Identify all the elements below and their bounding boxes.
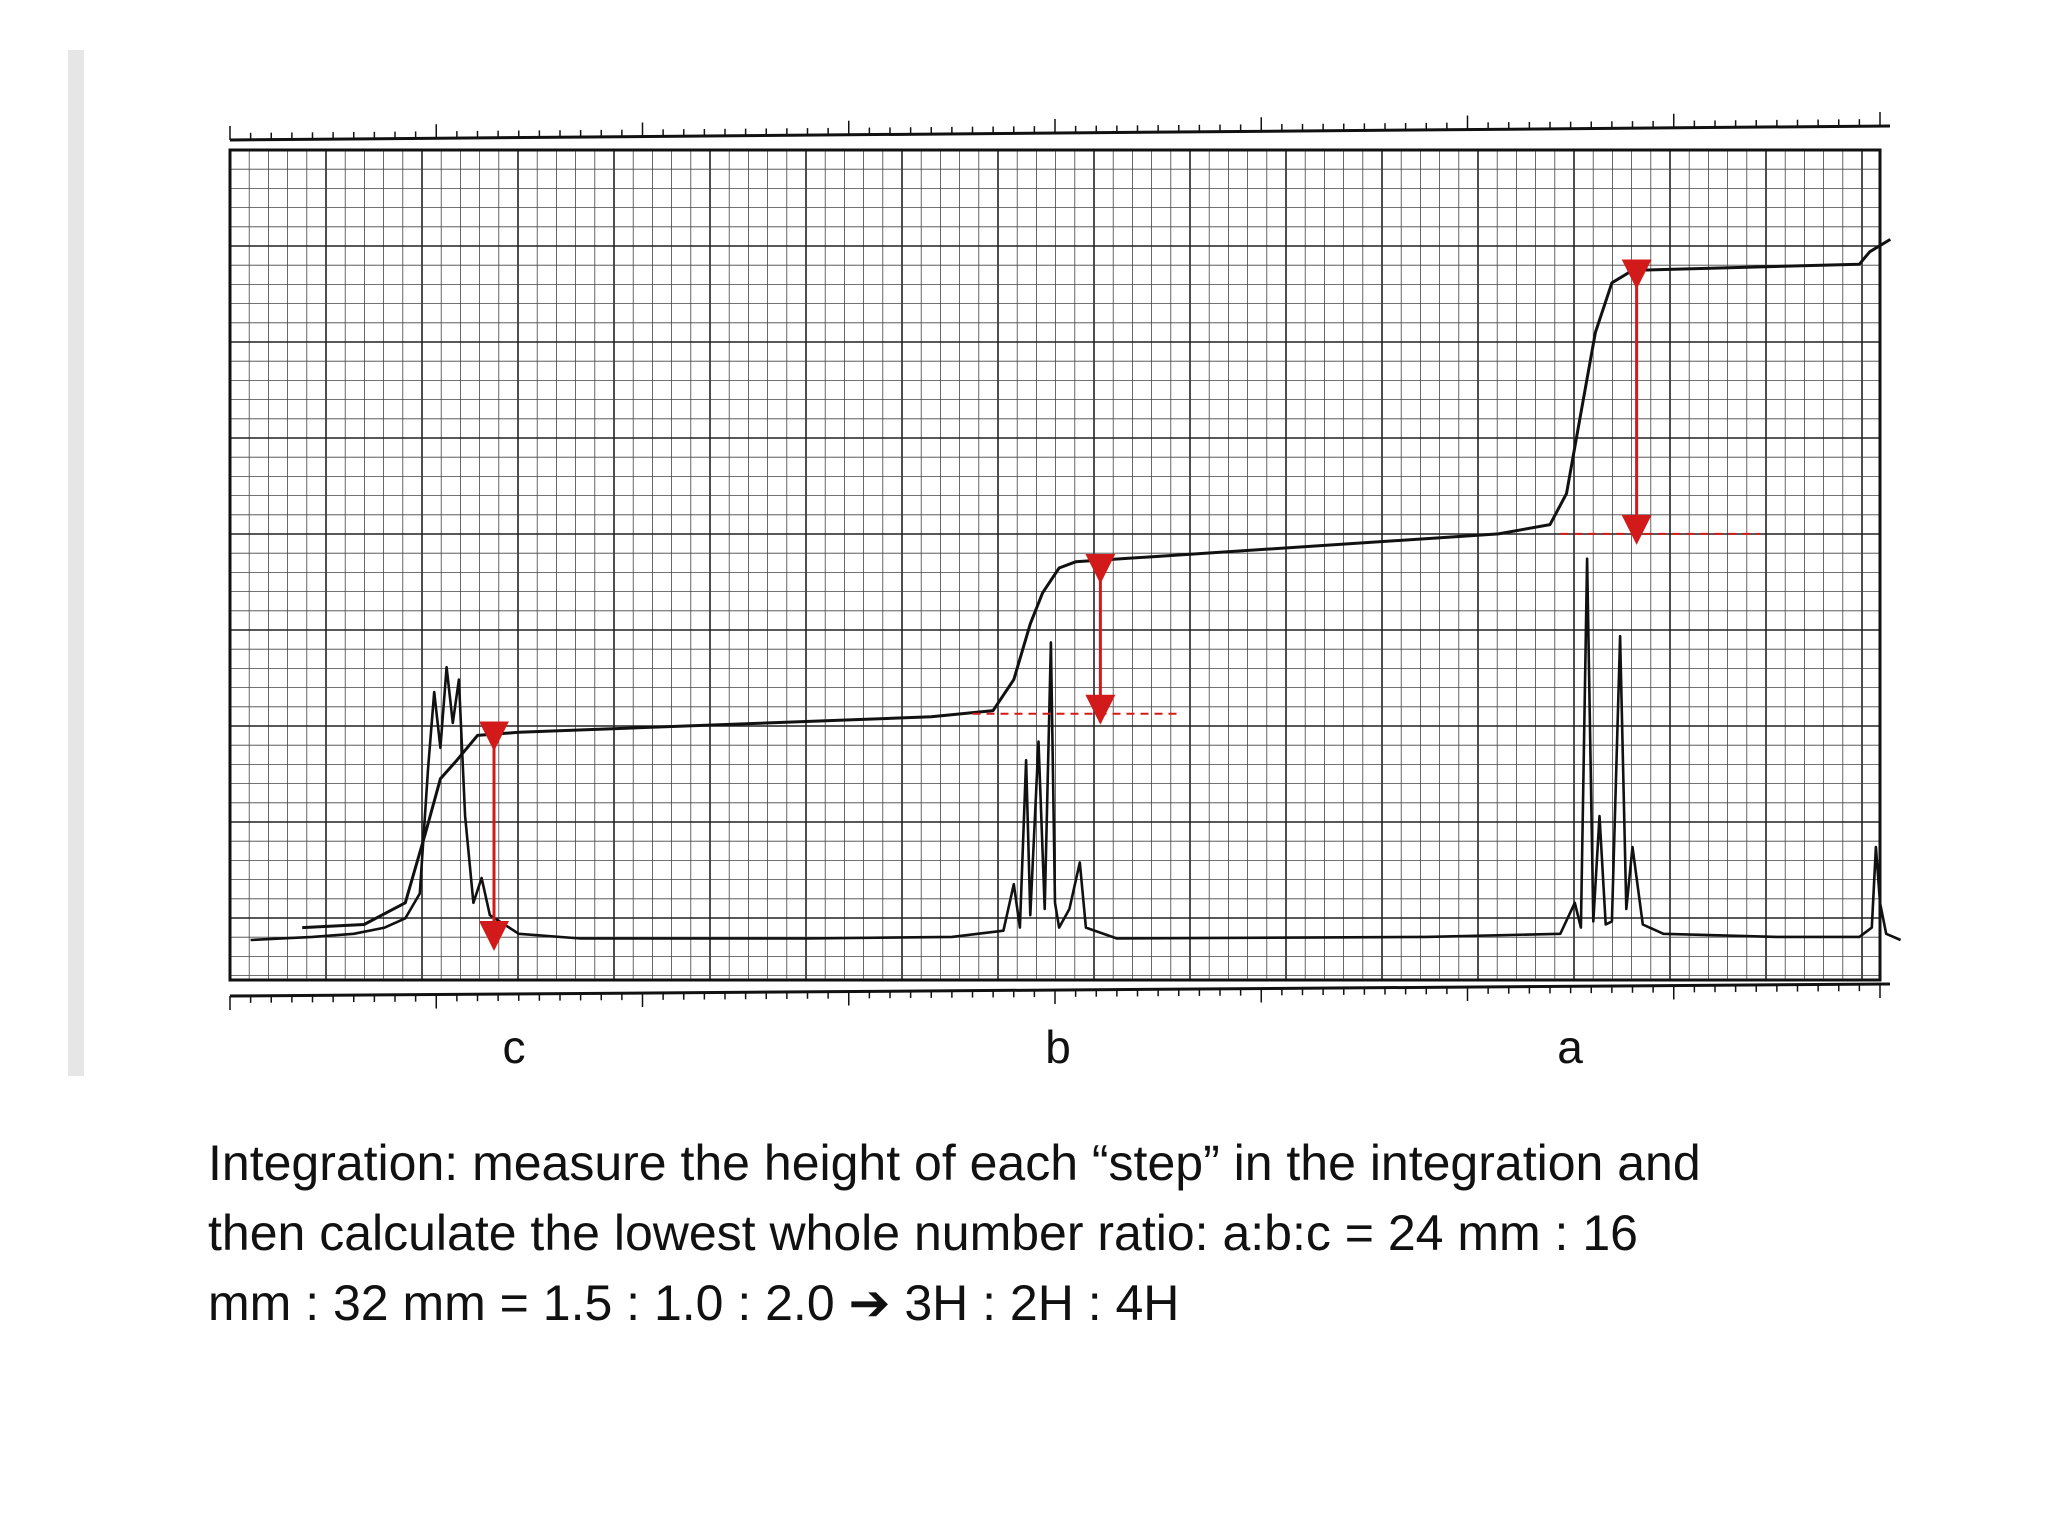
- integration-explanation: Integration: measure the height of each …: [208, 1128, 1968, 1338]
- scan-left-edge-shadow: [68, 50, 84, 1076]
- spectrum-scan-background: [68, 50, 2000, 1076]
- top-ruler: [229, 124, 1891, 142]
- chart-frame: [228, 112, 1891, 1010]
- spectrum-trace-layer: [250, 557, 1902, 942]
- step-annotations: [479, 259, 1761, 951]
- bottom-ruler: [229, 982, 1891, 998]
- caption-line-1: Integration: measure the height of each …: [208, 1135, 1701, 1191]
- peak-label-c: c: [502, 1021, 526, 1073]
- spectrum-trace: [250, 557, 1902, 942]
- chart-border: [228, 148, 1882, 982]
- integration-curve: [302, 238, 1892, 930]
- integration-curve-layer: [302, 238, 1892, 930]
- caption-line-2: then calculate the lowest whole number r…: [208, 1205, 1638, 1261]
- caption-line-3: mm : 32 mm = 1.5 : 1.0 : 2.0 ➔ 3H : 2H :…: [208, 1275, 1180, 1331]
- peak-label-a: a: [1557, 1021, 1583, 1073]
- peak-label-b: b: [1045, 1021, 1071, 1073]
